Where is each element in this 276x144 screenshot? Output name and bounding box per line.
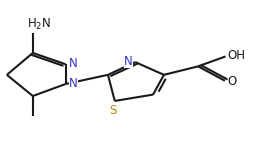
Text: S: S [110, 105, 117, 118]
Text: N: N [69, 77, 78, 90]
Text: O: O [227, 75, 236, 88]
Text: OH: OH [228, 49, 246, 62]
Text: N: N [124, 55, 132, 68]
Text: H$_2$N: H$_2$N [27, 17, 52, 32]
Text: N: N [69, 57, 78, 70]
